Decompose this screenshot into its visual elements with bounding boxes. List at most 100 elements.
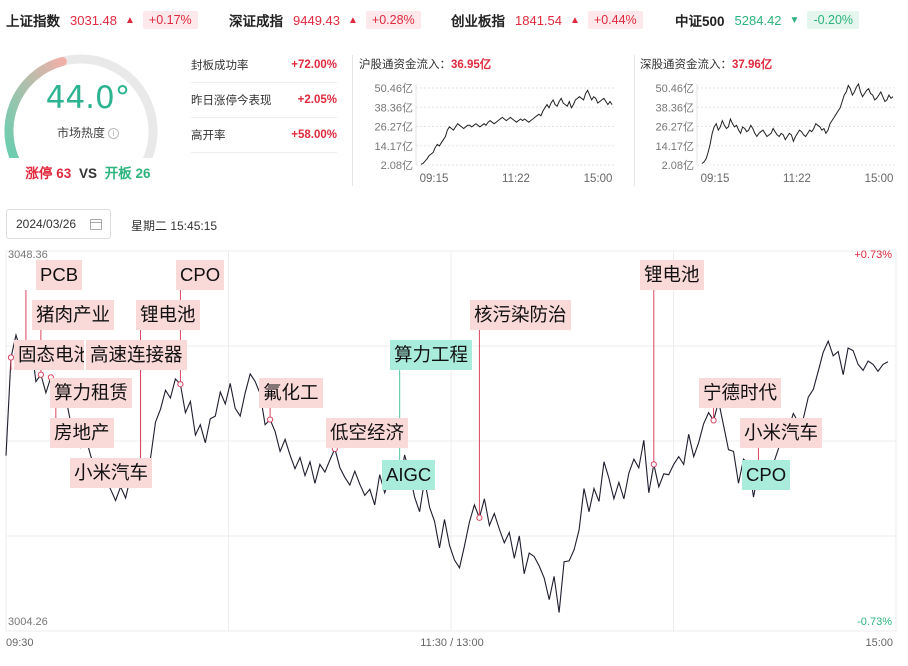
event-tag[interactable]: 氟化工 [259, 378, 323, 408]
x-tick-label: 11:22 [502, 173, 530, 185]
limit-up-label: 涨停 [25, 166, 53, 181]
y-tick-label: 50.46亿 [655, 82, 694, 95]
flow-value: 37.96亿 [732, 59, 773, 71]
limit-stats-panel: 封板成功率 +72.00% 昨日涨停今表现 +2.05% 高开率 +58.00% [191, 48, 337, 153]
ticker-csi500[interactable]: 中证500 5284.42 ▼ -0.20% [675, 9, 860, 31]
event-tag[interactable]: CPO [742, 460, 791, 490]
event-tag[interactable]: CPO [176, 260, 225, 290]
flow-title-label: 深股通资金流入： [640, 59, 732, 71]
open-board-label: 开板 [104, 166, 132, 181]
limit-up-count: 63 [56, 166, 72, 181]
event-marker[interactable] [37, 371, 44, 378]
ticker-sh-composite[interactable]: 上证指数 3031.48 ▲ +0.17% [6, 9, 198, 31]
down-arrow-icon: ▼ [789, 14, 800, 26]
heat-label: 市场热度 i [0, 124, 176, 141]
x-tick-label: 09:15 [701, 173, 730, 185]
y-tick-label: 14.17亿 [374, 140, 413, 153]
stat-value: +2.05% [297, 94, 337, 106]
x-axis-label: 09:30 [6, 637, 34, 649]
stat-value: +72.00% [291, 59, 337, 71]
y-tick-label: 38.36亿 [374, 101, 413, 114]
sz-connect-flow-chart: 深股通资金流入：37.96亿 50.46亿 38.36亿 26.27亿 14.17亿 2… [640, 48, 902, 188]
event-tag[interactable]: 核污染防治 [470, 300, 571, 330]
event-tag[interactable]: 小米汽车 [740, 418, 823, 448]
ticker-price: 1841.54 [515, 12, 562, 28]
y-tick-label: 26.27亿 [655, 121, 694, 134]
event-tag[interactable]: 宁德时代 [699, 378, 782, 408]
y-min-label: 3004.26 [8, 616, 48, 628]
y-tick-label: 38.36亿 [655, 101, 694, 114]
date-value: 2024/03/26 [16, 217, 77, 231]
event-tag[interactable]: 房地产 [50, 418, 114, 448]
event-tag[interactable]: 固态电池 [14, 340, 84, 370]
index-price-line [5, 332, 889, 613]
stat-label: 昨日涨停今表现 [191, 95, 272, 107]
event-tag[interactable]: 低空经济 [326, 418, 409, 448]
divider [352, 55, 353, 186]
event-tag[interactable]: 锂电池 [640, 260, 704, 290]
index-ticker-bar: 上证指数 3031.48 ▲ +0.17% 深证成指 9449.43 ▲ +0.… [0, 0, 908, 40]
event-marker[interactable] [710, 417, 717, 424]
x-tick-label: 15:00 [584, 173, 613, 185]
market-heat-gauge: 44.0° 市场热度 i 涨停 63 VS 开板 26 [0, 48, 176, 188]
calendar-icon[interactable] [90, 219, 102, 230]
flow-line [420, 89, 613, 165]
event-tag[interactable]: 小米汽车 [70, 458, 153, 488]
y-tick-label: 50.46亿 [374, 82, 413, 95]
y-tick-label: 2.08亿 [662, 159, 694, 172]
ticker-sz-component[interactable]: 深证成指 9449.43 ▲ +0.28% [229, 9, 421, 31]
event-marker[interactable] [7, 354, 15, 361]
stat-value: +58.00% [291, 129, 337, 141]
y-tick-label: 14.17亿 [655, 140, 694, 153]
up-arrow-icon: ▲ [348, 14, 358, 26]
ticker-price: 5284.42 [734, 12, 782, 28]
event-marker[interactable] [177, 381, 184, 388]
event-tag[interactable]: 猪肉产业 [32, 300, 115, 330]
weekday-time: 星期二 15:45:15 [131, 219, 218, 233]
event-tag[interactable]: 算力租赁 [50, 378, 133, 408]
ticker-name: 中证500 [675, 14, 725, 29]
x-axis-label: 11:30 / 13:00 [420, 637, 484, 649]
event-marker[interactable] [267, 416, 274, 423]
limit-up-vs-open: 涨停 63 VS 开板 26 [0, 162, 176, 182]
up-arrow-icon: ▲ [570, 14, 580, 26]
event-tag[interactable]: 算力工程 [390, 340, 473, 370]
x-tick-label: 11:22 [783, 173, 811, 185]
event-tag[interactable]: PCB [36, 260, 83, 290]
x-tick-label: 09:15 [420, 173, 449, 185]
open-board-count: 26 [135, 166, 151, 181]
event-tag[interactable]: AIGC [382, 460, 436, 490]
event-marker[interactable] [650, 461, 657, 468]
flow-value: 36.95亿 [451, 59, 492, 71]
event-marker[interactable] [476, 514, 483, 521]
event-tag[interactable]: 高速连接器 [86, 340, 187, 370]
ticker-change-badge: +0.28% [365, 11, 421, 29]
date-picker-input[interactable]: 2024/03/26 [6, 209, 111, 239]
x-axis-label: 15:00 [865, 637, 893, 649]
y-tick-label: 2.08亿 [381, 159, 413, 172]
ticker-chinext[interactable]: 创业板指 1841.54 ▲ +0.44% [451, 9, 643, 31]
y-max-label: 3048.36 [8, 249, 48, 261]
event-tag[interactable]: 锂电池 [136, 300, 200, 330]
stat-seal-rate: 封板成功率 +72.00% [191, 48, 337, 83]
info-icon[interactable]: i [108, 128, 119, 140]
up-arrow-icon: ▲ [125, 14, 135, 26]
stat-yesterday-limit-perf: 昨日涨停今表现 +2.05% [191, 83, 337, 118]
vs-label: VS [78, 166, 97, 181]
ticker-price: 9449.43 [293, 12, 340, 28]
stat-gap-up-rate: 高开率 +58.00% [191, 118, 337, 153]
stat-label: 封板成功率 [191, 60, 249, 72]
heat-label-text: 市场热度 [56, 126, 105, 140]
flow-title-label: 沪股通资金流入： [359, 59, 451, 71]
divider [634, 55, 635, 186]
ticker-change-badge: +0.44% [587, 11, 643, 29]
ticker-price: 3031.48 [70, 12, 117, 28]
gauge-arc [4, 54, 158, 158]
flow-title: 深股通资金流入：37.96亿 [640, 56, 772, 72]
flow-line [701, 82, 894, 164]
sh-connect-flow-chart: 沪股通资金流入：36.95亿 50.46亿 38.36亿 26.27亿 14.17亿 2… [359, 48, 621, 188]
x-tick-label: 15:00 [865, 173, 894, 185]
flow-sparkline: 50.46亿 38.36亿 26.27亿 14.17亿 2.08亿 09:15 11:22 1… [374, 82, 615, 185]
flow-title: 沪股通资金流入：36.95亿 [359, 56, 491, 72]
